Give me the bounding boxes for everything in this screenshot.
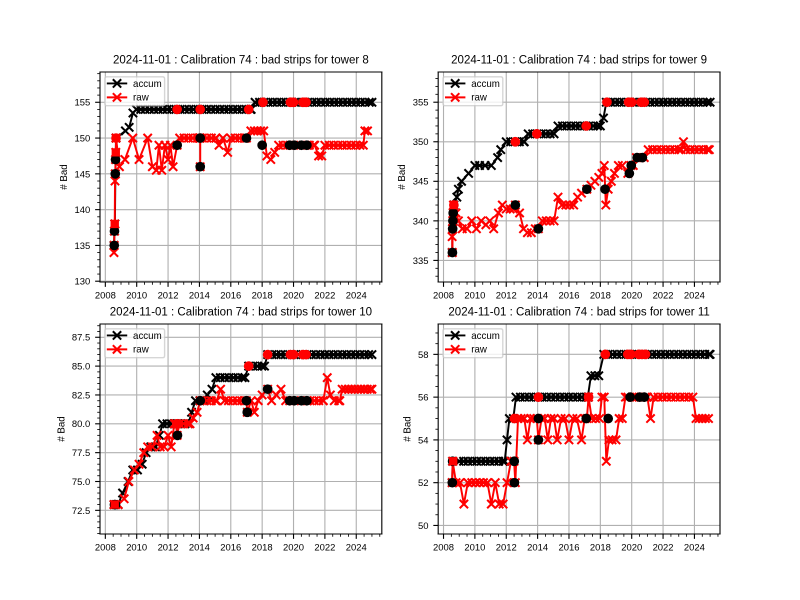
svg-text:2008: 2008	[95, 291, 116, 302]
svg-text:2022: 2022	[653, 291, 674, 302]
svg-text:# Bad: # Bad	[56, 416, 67, 441]
svg-text:72.5: 72.5	[72, 506, 90, 517]
svg-text:350: 350	[413, 137, 429, 148]
svg-text:raw: raw	[133, 345, 150, 356]
svg-text:87.5: 87.5	[72, 333, 90, 344]
svg-text:# Bad: # Bad	[397, 164, 408, 189]
svg-text:accum: accum	[471, 79, 500, 90]
svg-text:2012: 2012	[158, 291, 179, 302]
svg-text:2012: 2012	[496, 543, 517, 554]
svg-text:80.0: 80.0	[72, 419, 90, 430]
svg-text:2018: 2018	[590, 543, 611, 554]
svg-text:2020: 2020	[283, 291, 304, 302]
svg-text:77.5: 77.5	[72, 448, 90, 459]
svg-text:50: 50	[418, 521, 429, 532]
svg-text:56: 56	[418, 393, 429, 404]
svg-text:2014: 2014	[527, 291, 548, 302]
svg-text:2020: 2020	[621, 291, 642, 302]
svg-text:2014: 2014	[189, 543, 210, 554]
svg-text:2024-11-01 : Calibration 74 :: 2024-11-01 : Calibration 74 : bad strips…	[113, 55, 369, 67]
svg-text:150: 150	[75, 133, 91, 144]
svg-text:2016: 2016	[220, 543, 241, 554]
svg-text:2008: 2008	[433, 543, 454, 554]
svg-text:140: 140	[75, 205, 91, 216]
svg-text:82.5: 82.5	[72, 390, 90, 401]
svg-text:52: 52	[418, 478, 429, 489]
svg-text:2010: 2010	[464, 543, 485, 554]
svg-text:155: 155	[75, 98, 91, 109]
svg-text:2024-11-01 : Calibration 74 :: 2024-11-01 : Calibration 74 : bad strips…	[448, 307, 709, 319]
svg-text:2008: 2008	[433, 291, 454, 302]
svg-text:accum: accum	[133, 79, 162, 90]
svg-text:2012: 2012	[158, 543, 179, 554]
svg-text:accum: accum	[133, 331, 162, 342]
svg-text:340: 340	[413, 216, 429, 227]
svg-text:2020: 2020	[621, 543, 642, 554]
svg-text:2018: 2018	[252, 543, 273, 554]
svg-text:2014: 2014	[189, 291, 210, 302]
svg-text:2018: 2018	[590, 291, 611, 302]
svg-text:2020: 2020	[283, 543, 304, 554]
svg-text:2022: 2022	[653, 543, 674, 554]
svg-text:2016: 2016	[558, 291, 579, 302]
svg-text:2024-11-01 : Calibration 74 :: 2024-11-01 : Calibration 74 : bad strips…	[451, 55, 707, 67]
svg-text:2012: 2012	[496, 291, 517, 302]
svg-text:54: 54	[418, 435, 429, 446]
svg-text:2018: 2018	[252, 291, 273, 302]
svg-text:2016: 2016	[220, 291, 241, 302]
svg-text:135: 135	[75, 241, 91, 252]
svg-text:2016: 2016	[558, 543, 579, 554]
svg-text:raw: raw	[133, 93, 150, 104]
svg-text:2024-11-01 : Calibration 74 :: 2024-11-01 : Calibration 74 : bad strips…	[110, 307, 372, 319]
svg-text:58: 58	[418, 350, 429, 361]
svg-text:145: 145	[75, 169, 91, 180]
svg-text:335: 335	[413, 256, 429, 267]
svg-text:raw: raw	[471, 345, 488, 356]
svg-text:2010: 2010	[126, 291, 147, 302]
svg-text:accum: accum	[471, 331, 500, 342]
svg-text:75.0: 75.0	[72, 477, 90, 488]
svg-text:355: 355	[413, 98, 429, 109]
svg-text:2014: 2014	[527, 543, 548, 554]
svg-text:# Bad: # Bad	[59, 164, 70, 189]
svg-text:2010: 2010	[464, 291, 485, 302]
svg-text:2022: 2022	[314, 543, 335, 554]
svg-text:130: 130	[75, 277, 91, 288]
svg-text:2022: 2022	[314, 291, 335, 302]
svg-text:2024: 2024	[684, 543, 705, 554]
svg-text:raw: raw	[471, 93, 488, 104]
svg-text:2024: 2024	[346, 291, 367, 302]
svg-text:2024: 2024	[346, 543, 367, 554]
svg-text:85.0: 85.0	[72, 362, 90, 373]
svg-text:# Bad: # Bad	[402, 416, 413, 441]
svg-text:2024: 2024	[684, 291, 705, 302]
svg-text:2008: 2008	[95, 543, 116, 554]
svg-text:345: 345	[413, 177, 429, 188]
svg-text:2010: 2010	[126, 543, 147, 554]
